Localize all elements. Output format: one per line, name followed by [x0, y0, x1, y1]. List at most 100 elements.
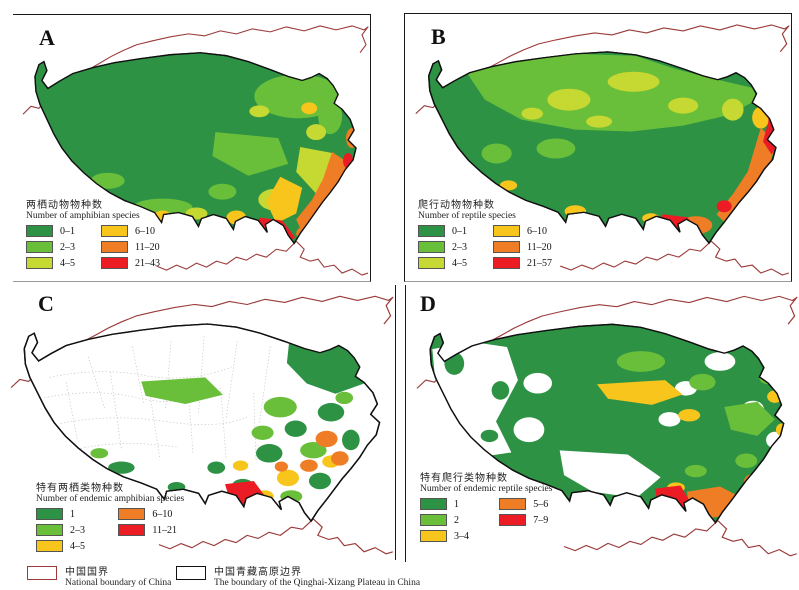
legend-title-en: Number of amphibian species	[26, 211, 140, 221]
legend-swatch	[418, 225, 445, 237]
legend-swatch	[499, 514, 527, 526]
legend-item: 2–3	[26, 241, 75, 253]
legend-title-en: Number of endemic amphibian species	[36, 494, 185, 504]
legend-label: 11–20	[135, 241, 160, 253]
legend-label: 4–5	[70, 540, 85, 552]
plateau-boundary-swatch	[176, 566, 206, 580]
legend-item: 11–20	[493, 241, 552, 253]
panel-B: B 爬行动物物种数 Number of reptile species 0–1 2…	[404, 13, 792, 282]
legend-item: 6–10	[118, 508, 184, 520]
legend-item: 2–3	[418, 241, 467, 253]
legend-item: 11–20	[101, 241, 160, 253]
legend-swatch	[418, 257, 445, 269]
national-boundary-swatch	[27, 566, 57, 580]
map-reptile-species	[415, 24, 790, 276]
legend-label: 2–3	[452, 241, 467, 253]
legend-label: 6–10	[152, 508, 173, 520]
legend-D: 特有爬行类物种数 Number of endemic reptile speci…	[420, 469, 552, 542]
legend-swatch	[118, 508, 146, 520]
legend-items: 0–1 2–3 4–5 6–10 11–20 21–43	[26, 225, 160, 269]
legend-item-national-boundary: 中国国界 National boundary of China	[27, 563, 171, 588]
legend-title-en: Number of endemic reptile species	[420, 484, 553, 494]
panel-D: D 特有爬行类物种数 Number of endemic reptile spe…	[405, 285, 799, 562]
legend-item: 4–5	[418, 257, 467, 269]
legend-swatch	[499, 498, 527, 510]
panel-C: C 特有两栖类物种数 Number of endemic amphibian s…	[0, 285, 396, 560]
legend-label: 5–6	[533, 498, 549, 510]
legend-label: 6–10	[135, 225, 155, 237]
panel-A: A 两栖动物物种数 Number of amphibian species 0–…	[13, 14, 371, 282]
legend-items: 1 2 3–4 5–6 7–9	[420, 498, 552, 542]
legend-item: 4–5	[26, 257, 75, 269]
legend-swatch	[420, 530, 447, 542]
legend-item: 5–6	[499, 498, 552, 510]
plateau-boundary-label-zh: 中国青藏高原边界	[214, 567, 302, 578]
legend-title-zh: 两栖动物物种数	[26, 200, 103, 211]
legend-label: 0–1	[60, 225, 75, 237]
panel-label-A: A	[39, 25, 55, 50]
legend-swatch	[118, 524, 146, 536]
legend-items: 0–1 2–3 4–5 6–10 11–20 21–57	[418, 225, 552, 269]
legend-swatch	[101, 241, 128, 253]
legend-item: 11–21	[118, 524, 184, 536]
legend-label: 21–43	[135, 257, 160, 269]
legend-item: 21–57	[493, 257, 552, 269]
legend-label: 2–3	[60, 241, 75, 253]
legend-label: 21–57	[527, 257, 552, 269]
legend-item: 0–1	[26, 225, 75, 237]
legend-item: 2–3	[36, 524, 92, 536]
legend-title-zh: 爬行动物物种数	[418, 200, 495, 211]
panel-label-B: B	[431, 24, 446, 49]
legend-label: 2	[454, 514, 459, 526]
legend-item: 7–9	[499, 514, 552, 526]
legend-title-en: Number of reptile species	[418, 211, 516, 221]
legend-item: 6–10	[493, 225, 552, 237]
legend-swatch	[101, 225, 128, 237]
map-amphibian-species	[22, 25, 369, 276]
legend-item-plateau-boundary: 中国青藏高原边界 The boundary of the Qinghai-Xiz…	[176, 563, 420, 588]
legend-label: 1	[70, 508, 75, 520]
legend-swatch	[26, 257, 53, 269]
legend-item: 0–1	[418, 225, 467, 237]
panel-label-D: D	[420, 291, 436, 316]
national-boundary-label-zh: 中国国界	[65, 567, 109, 578]
legend-A: 两栖动物物种数 Number of amphibian species 0–1 2…	[26, 196, 160, 269]
legend-label: 4–5	[452, 257, 467, 269]
map-endemic-reptile-species	[416, 295, 798, 557]
choropleth-patches	[43, 335, 365, 522]
legend-swatch	[420, 498, 447, 510]
national-boundary-label-en: National boundary of China	[65, 578, 172, 588]
legend-swatch	[36, 540, 63, 552]
legend-item: 21–43	[101, 257, 160, 269]
legend-title-zh: 特有两栖类物种数	[36, 483, 124, 494]
legend-swatch	[493, 257, 520, 269]
legend-label: 4–5	[60, 257, 75, 269]
legend-label: 2–3	[70, 524, 85, 536]
legend-label: 3–4	[454, 530, 469, 542]
plateau-boundary-label-en: The boundary of the Qinghai-Xizang Plate…	[214, 578, 421, 588]
legend-label: 1	[454, 498, 459, 510]
legend-swatch	[26, 241, 53, 253]
legend-swatch	[26, 225, 53, 237]
legend-label: 6–10	[527, 225, 547, 237]
legend-item: 4–5	[36, 540, 92, 552]
legend-swatch	[418, 241, 445, 253]
legend-swatch	[420, 514, 447, 526]
legend-C: 特有两栖类物种数 Number of endemic amphibian spe…	[36, 479, 184, 552]
legend-item: 2	[420, 514, 473, 526]
legend-item: 3–4	[420, 530, 473, 542]
legend-label: 7–9	[533, 514, 549, 526]
legend-title-zh: 特有爬行类物种数	[420, 473, 508, 484]
legend-items: 1 2–3 4–5 6–10 11–21	[36, 508, 184, 552]
legend-swatch	[493, 225, 520, 237]
panel-label-C: C	[38, 291, 54, 316]
legend-B: 爬行动物物种数 Number of reptile species 0–1 2–3…	[418, 196, 552, 269]
legend-item: 1	[420, 498, 473, 510]
legend-swatch	[36, 508, 63, 520]
legend-item: 6–10	[101, 225, 160, 237]
legend-label: 11–20	[527, 241, 552, 253]
legend-label: 11–21	[152, 524, 177, 536]
legend-swatch	[36, 524, 63, 536]
legend-label: 0–1	[452, 225, 467, 237]
